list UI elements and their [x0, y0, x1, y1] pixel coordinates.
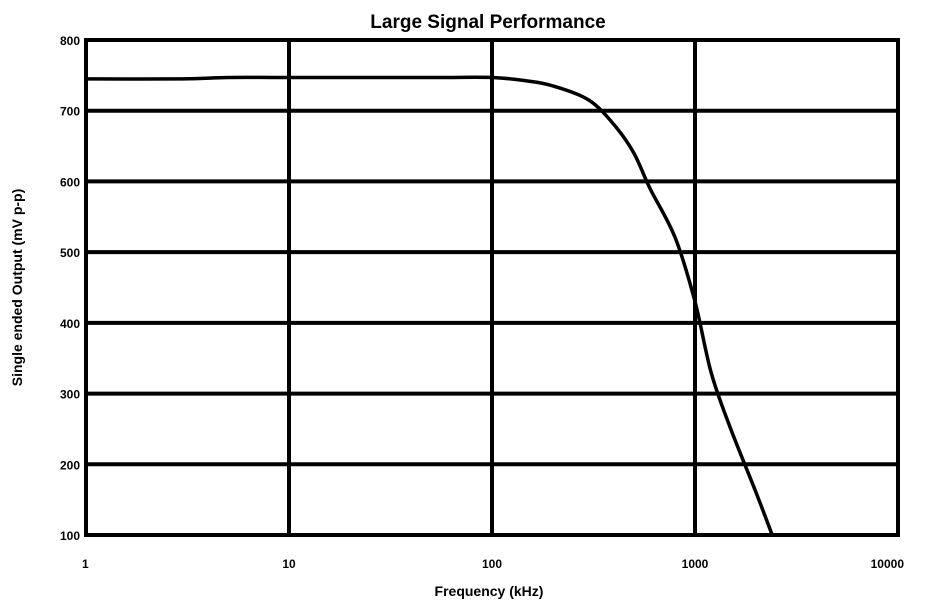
x-axis-label: Frequency (kHz) — [435, 583, 544, 599]
y-tick-label: 700 — [60, 105, 80, 119]
grid — [84, 38, 900, 537]
chart-title: Large Signal Performance — [370, 12, 605, 33]
y-tick-label: 400 — [60, 317, 80, 331]
x-axis: 1 10 100 1000 10000 — [82, 557, 904, 571]
y-tick-label: 100 — [60, 529, 80, 543]
x-tick-label: 10 — [282, 557, 296, 571]
y-tick-label: 200 — [60, 458, 80, 472]
series-layer — [84, 75, 774, 537]
y-tick-label: 300 — [60, 388, 80, 402]
plot-frame — [84, 38, 900, 537]
x-tick-label: 1 — [82, 557, 89, 571]
y-tick-label: 600 — [60, 175, 80, 189]
y-axis-label: Single ended Output (mV p-p) — [9, 189, 25, 387]
x-tick-label: 1000 — [682, 557, 709, 571]
y-axis: 100 200 300 400 500 600 700 800 — [60, 34, 80, 543]
y-tick-label: 500 — [60, 246, 80, 260]
y-tick-label: 800 — [60, 34, 80, 48]
series-line-0 — [84, 75, 774, 537]
x-tick-label: 10000 — [871, 557, 905, 571]
x-tick-label: 100 — [482, 557, 502, 571]
